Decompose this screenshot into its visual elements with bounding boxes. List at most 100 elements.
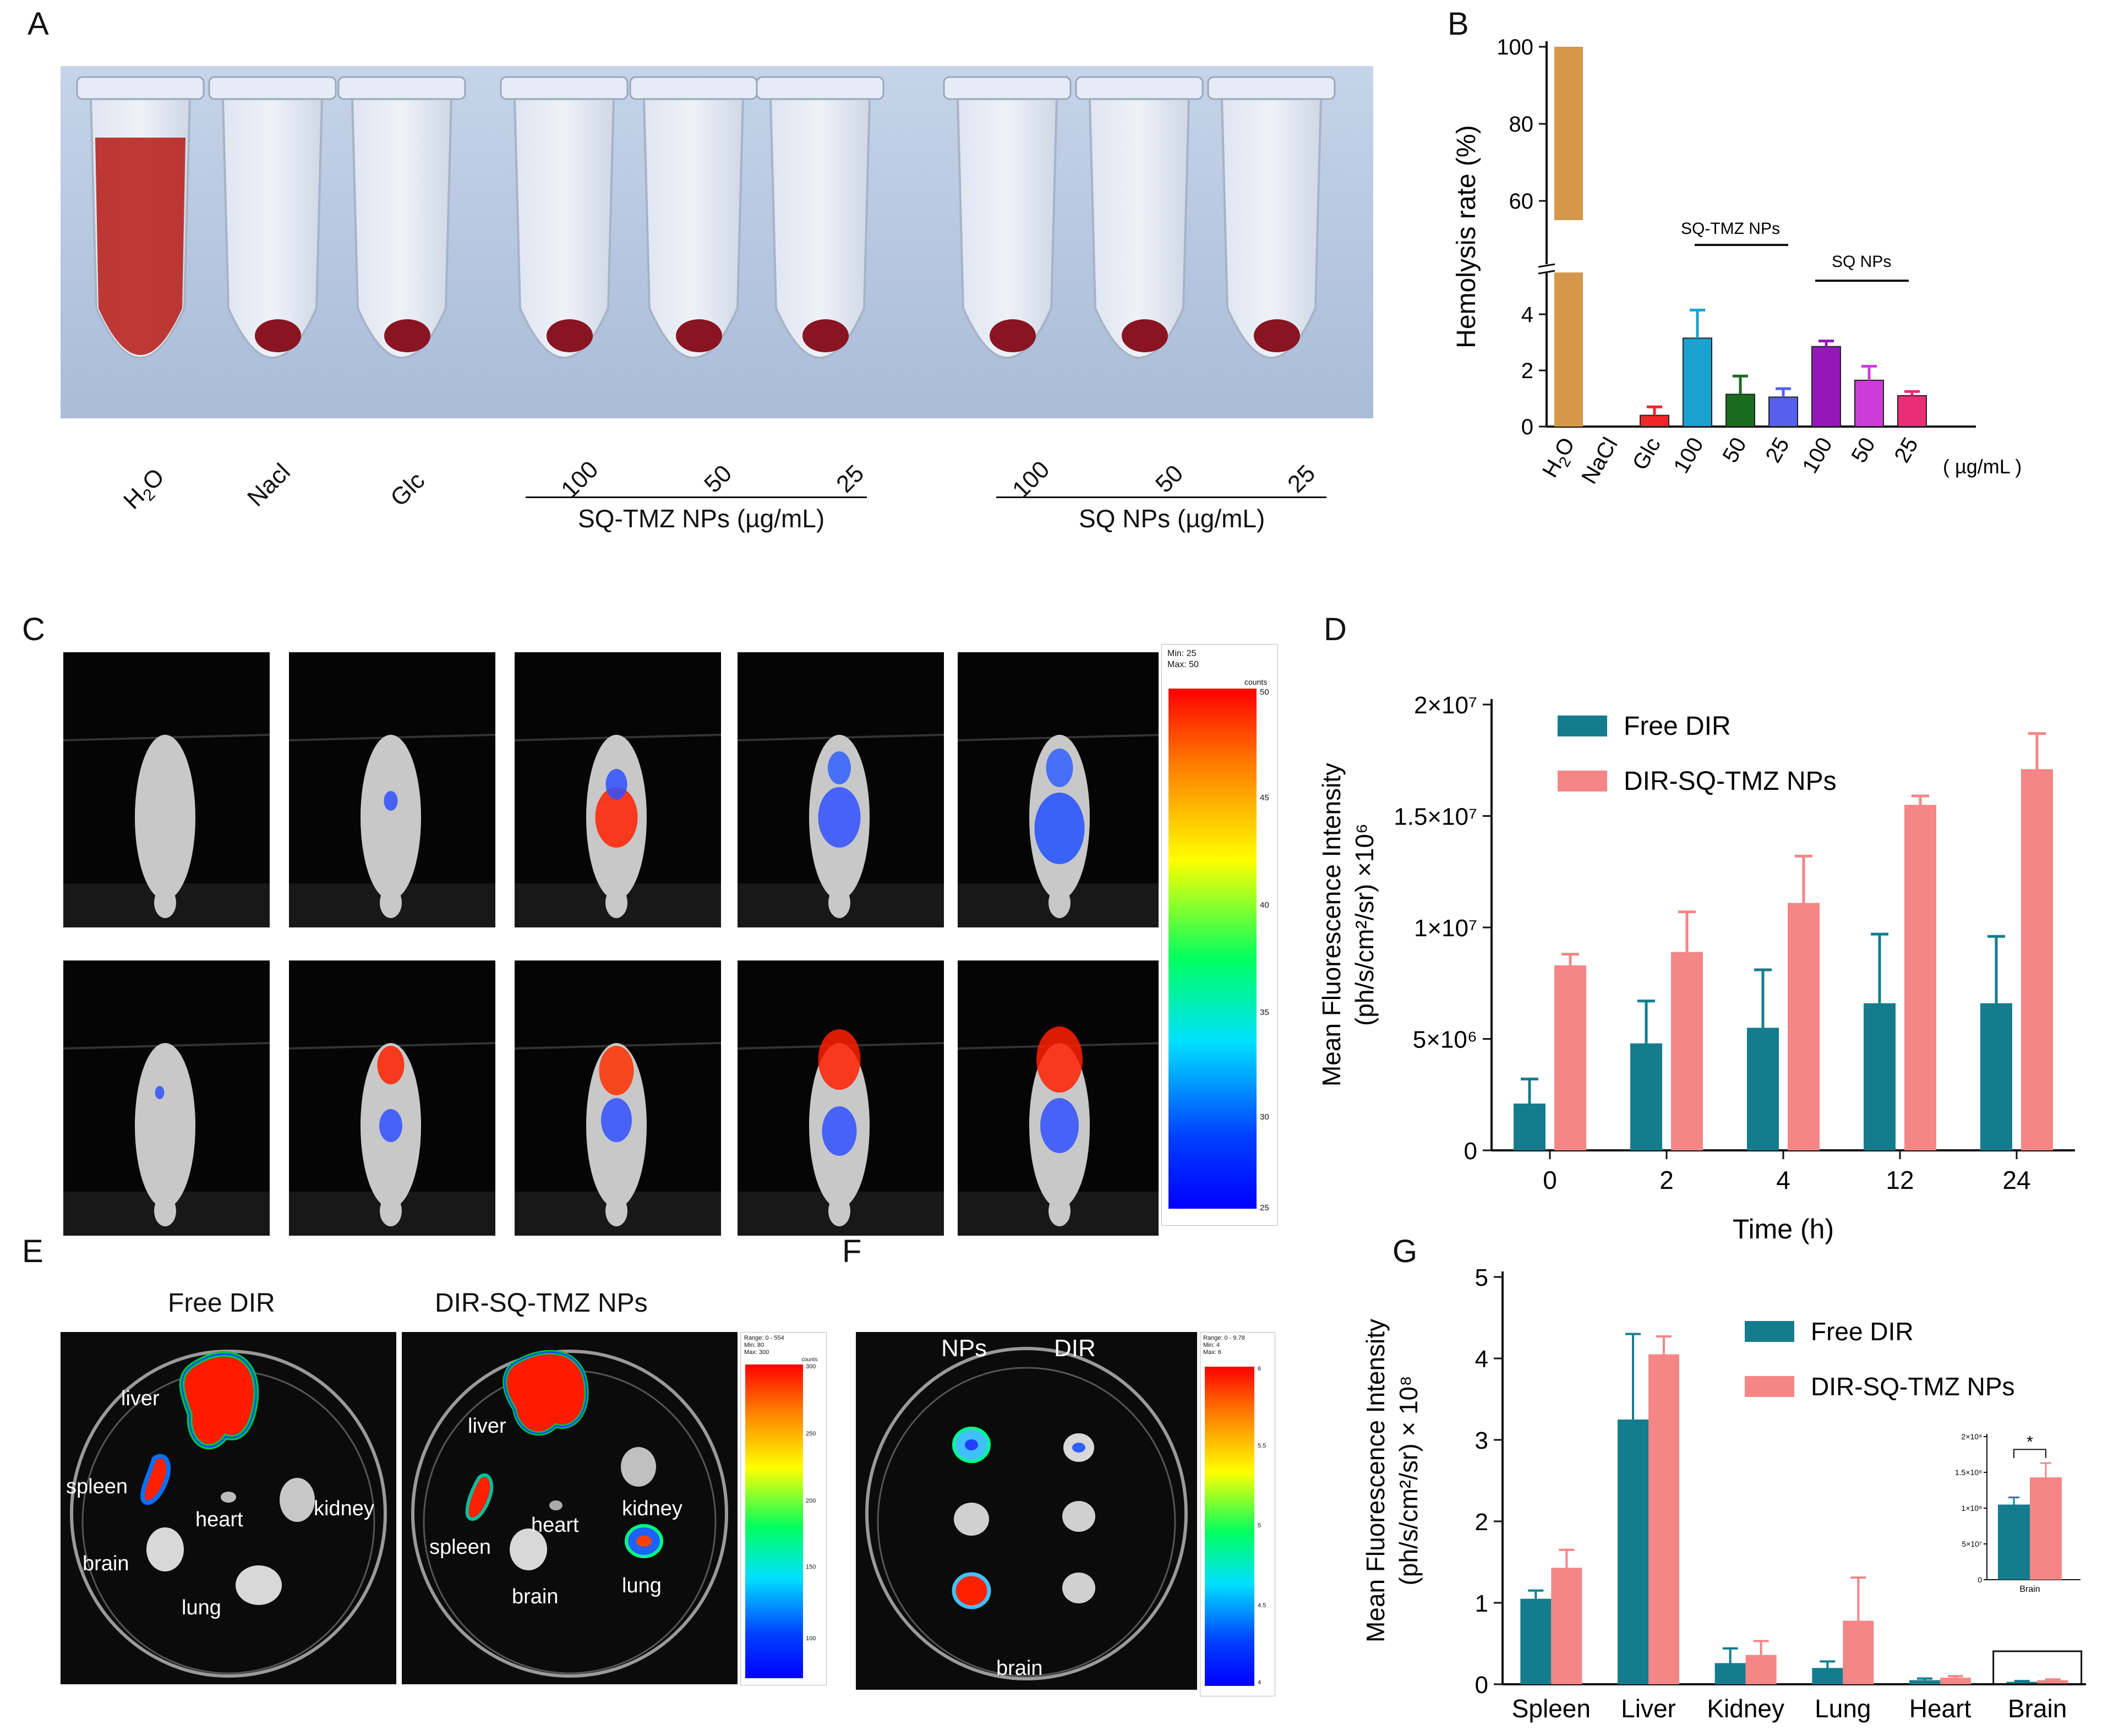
g-ytick-label: 0 [1475, 1672, 1488, 1699]
d-bar [1671, 952, 1703, 1150]
mouse-signal [1046, 749, 1073, 787]
g-xtick-label: Liver [1621, 1694, 1676, 1723]
mouse-image [515, 960, 721, 1236]
d-bar [2021, 769, 2053, 1150]
mouse-head [828, 887, 850, 918]
b-ytick-label: 100 [1497, 35, 1533, 59]
b-bar [1897, 395, 1927, 428]
mouse-figure [63, 734, 270, 927]
tube-pellet [255, 319, 301, 352]
d-legend-label: Free DIR [1624, 712, 1731, 741]
e-left-kidney: kidney [314, 1497, 374, 1520]
b-ytick-label: 2 [1521, 359, 1533, 383]
mouse-signal [601, 1098, 632, 1142]
f-label-dir: DIR [1054, 1335, 1096, 1362]
mouse-signal [818, 787, 861, 848]
g-inset-xlabel: Brain [2019, 1585, 2040, 1594]
scale-e-tick-300: 300 [806, 1363, 816, 1370]
tube-pellet [990, 319, 1036, 352]
d-xtick-label: 2 [1659, 1166, 1674, 1194]
mouse-image [738, 960, 944, 1236]
g-bar [1648, 1354, 1679, 1684]
organ-image-free-dir: liver spleen heart kidney brain lung [61, 1332, 396, 1684]
tube-body [1088, 98, 1190, 359]
scale-c-tick-50: 50 [1260, 687, 1269, 697]
mouse-signal [599, 1046, 634, 1095]
g-ytick-label: 1 [1475, 1590, 1488, 1617]
b-bar [1683, 337, 1712, 427]
mouse-figure [738, 734, 944, 927]
d-bar [1747, 1028, 1779, 1150]
mouse-figure [289, 734, 495, 927]
d-ytick-label: 1×10⁷ [1414, 915, 1477, 942]
panel-label-a: A [28, 6, 49, 42]
tube-cap [76, 76, 205, 100]
scale-e-gradient [745, 1364, 803, 1678]
tube-body [769, 98, 871, 359]
e-right-heart: heart [531, 1514, 579, 1537]
mouse-head [380, 1195, 402, 1226]
b-ylabel: Hemolysis rate (%) [1452, 125, 1481, 348]
mouse-signal [818, 1029, 861, 1090]
tube-cap [500, 76, 629, 100]
tube-cap [943, 76, 1072, 100]
e-right-lung: lung [622, 1574, 662, 1597]
mouse-image [958, 652, 1159, 927]
d-xtick-label: 12 [1886, 1166, 1914, 1194]
mouse-figure [515, 734, 721, 927]
scale-c-gradient [1168, 689, 1257, 1209]
g-inset-ytick-label: 2×10⁸ [1962, 1432, 1983, 1441]
e-right-kidney: kidney [622, 1497, 682, 1520]
mouse-signal [155, 1086, 165, 1099]
tube-body [221, 98, 324, 359]
b-xtick-label: 100 [1669, 434, 1708, 478]
g-bar [1745, 1655, 1777, 1684]
mouse-signal [384, 791, 398, 811]
mouse-image [958, 960, 1159, 1236]
g-inset-sig-bracket [2013, 1449, 2046, 1458]
tube-pellet [1254, 319, 1300, 352]
mouse-signal [605, 769, 627, 800]
mouse-body [361, 735, 421, 900]
b-bar [1725, 394, 1755, 427]
scale-e-range: Range: 0 - 554 [744, 1335, 784, 1341]
mouse-image [289, 960, 495, 1236]
d-bar [1980, 1003, 2012, 1150]
g-inset-ytick-label: 1.5×10⁸ [1955, 1468, 1982, 1477]
mouse-signal [377, 1046, 405, 1084]
scale-e-tick-250: 250 [806, 1431, 816, 1437]
mouse-image [738, 652, 944, 927]
b-bar [1768, 396, 1798, 428]
d-bar [1864, 1003, 1896, 1150]
mouse-figure [738, 1029, 944, 1236]
d-bar [1788, 903, 1820, 1150]
scale-c-unit: counts [1244, 678, 1268, 686]
tube-cap [208, 76, 337, 100]
mouse-figure [515, 1042, 721, 1236]
b-group-label: SQ NPs [1832, 253, 1891, 271]
d-bar [1630, 1043, 1662, 1150]
mouse-figure [958, 1027, 1159, 1236]
e-left-lung: lung [182, 1596, 221, 1619]
d-ylabel2: (ph/s/cm²/sr) ×10⁶ [1350, 823, 1379, 1026]
b-xtick-label: 25 [1889, 434, 1923, 467]
group-label-sq: SQ NPs (µg/mL) [1079, 504, 1265, 533]
d-xtick-label: 4 [1776, 1166, 1790, 1194]
panel-label-b: B [1448, 6, 1469, 42]
tube-body [351, 98, 453, 359]
scale-c-tick-35: 35 [1260, 1008, 1269, 1017]
tube-cap [1207, 76, 1336, 100]
tube-pellet [676, 319, 722, 352]
b-ytick-label: 0 [1521, 415, 1533, 439]
scale-bar-f: Range: 0 - 9.78 Min: 4 Max: 6 6 5.5 5 4.… [1200, 1332, 1275, 1696]
d-ytick-label: 1.5×10⁷ [1394, 804, 1477, 831]
tube-cap [337, 76, 466, 100]
tube-pellet [384, 319, 430, 352]
g-bar [1714, 1663, 1746, 1684]
scale-f-min: Min: 4 [1203, 1342, 1220, 1349]
e-right-liver: liver [468, 1415, 506, 1438]
mouse-image [289, 652, 495, 927]
d-ylabel: Mean Fluorescence Intensity [1317, 763, 1346, 1087]
scale-c-tick-40: 40 [1260, 900, 1269, 910]
g-xtick-label: Heart [1909, 1694, 1972, 1723]
